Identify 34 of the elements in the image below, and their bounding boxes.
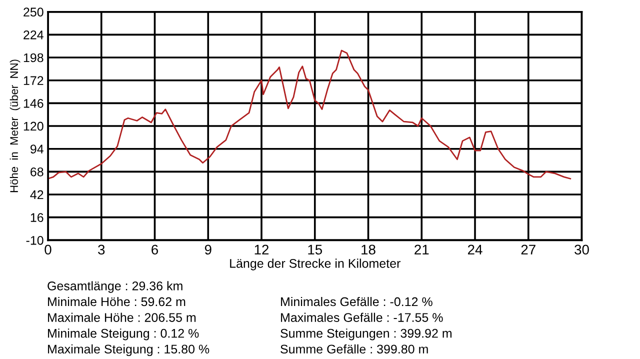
x-tick-label: 24: [468, 244, 482, 254]
y-tick-label: 224: [24, 30, 44, 40]
y-tick-label: 68: [30, 167, 44, 176]
x-tick-label: 30: [574, 244, 589, 255]
y-tick-label: 16: [30, 213, 44, 222]
y-tick-label: 120: [24, 122, 44, 131]
line-series: [48, 50, 572, 180]
y-tick-label: 198: [24, 53, 44, 62]
x-tick-label: 0: [44, 244, 52, 255]
x-tick-label: 6: [152, 244, 158, 255]
x-tick-label: 9: [204, 244, 212, 255]
x-tick-label: 18: [362, 244, 376, 255]
x-tick-label: 27: [521, 244, 536, 254]
text: Maximales Gefälle : -17.55 %: [281, 312, 443, 322]
y-tick-label: 250: [24, 8, 44, 16]
y-tick-label: 94: [30, 144, 44, 154]
text: Maximale Steigung : 15.80 %: [48, 344, 210, 356]
text: Minimale Höhe : 59.62 m: [48, 296, 186, 306]
x-axis-title: Länge der Strecke in Kilometer: [230, 258, 400, 270]
text: Maximale Höhe : 206.55 m: [48, 312, 196, 322]
text: Summe Steigungen : 399.92 m: [280, 328, 452, 340]
y-tick-label: -10: [26, 236, 44, 245]
x-tick-label: 3: [98, 244, 105, 255]
y-axis-title: Höhe in Meter (über NN): [10, 60, 20, 192]
x-tick-label: 12: [254, 244, 269, 254]
x-tick-label: 21: [414, 244, 429, 254]
text: Gesamtlänge : 29.36 km: [48, 281, 182, 293]
y-tick-label: 172: [24, 76, 44, 85]
text: Minimales Gefälle : -0.12 %: [281, 296, 432, 306]
y-tick-label: 146: [24, 98, 44, 108]
y-tick-label: 42: [30, 190, 44, 200]
text: Summe Gefälle : 399.80 m: [280, 344, 428, 354]
text: Minimale Steigung : 0.12 %: [48, 328, 199, 340]
x-tick-label: 15: [308, 244, 322, 255]
